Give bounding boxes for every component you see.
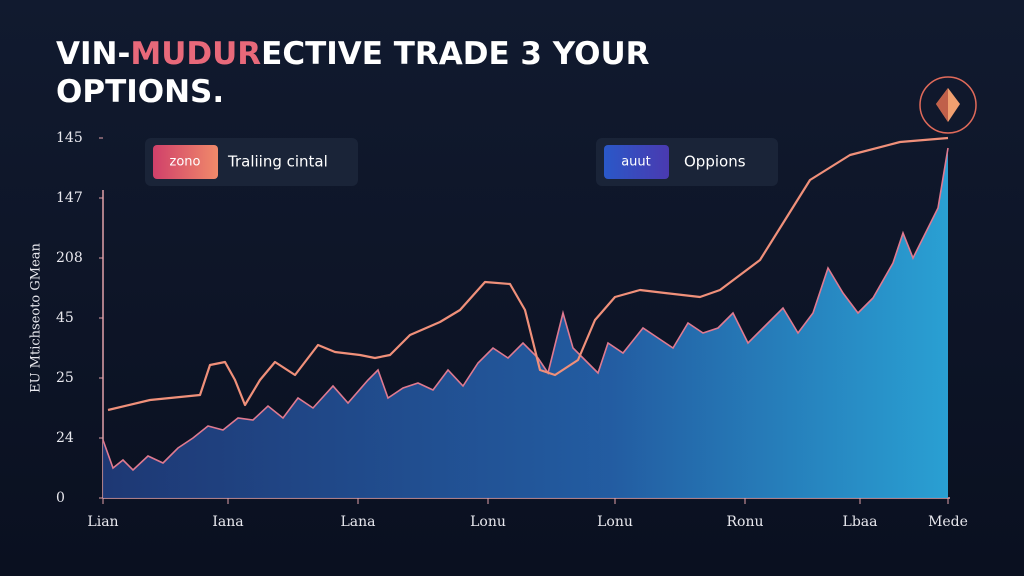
y-tick-label: 208 <box>56 250 83 266</box>
line <box>107 136 949 412</box>
legend-badge <box>604 145 669 179</box>
area-line <box>102 147 949 472</box>
title-line-2: OPTIONS. <box>56 74 224 110</box>
y-tick-label: 45 <box>56 310 74 326</box>
title-part: VIN- <box>56 36 130 72</box>
x-tick-label: Ronu <box>726 514 763 530</box>
logo-icon <box>919 76 977 134</box>
y-tick-label: 145 <box>56 130 83 146</box>
x-tick-label: Lana <box>340 514 375 530</box>
x-tick-label: Lbaa <box>843 514 878 530</box>
title-line-1: VIN-MUDURECTIVE TRADE 3 YOUR <box>56 36 650 72</box>
y-tick-label: 0 <box>56 490 65 506</box>
legend-badge-text: auut <box>621 155 651 170</box>
x-tick-label: Lian <box>87 514 118 530</box>
y-axis-label: EU Mtichseoto GMean <box>29 242 44 392</box>
legend-label: Traliing cintal <box>227 153 328 171</box>
legend-badge-text: zono <box>170 155 201 170</box>
area-fill <box>103 148 948 498</box>
legend-badge <box>153 145 218 179</box>
y-tick-label: 25 <box>56 370 74 386</box>
y-tick-label: 24 <box>56 430 74 446</box>
x-tick-label: Iana <box>212 514 243 530</box>
y-tick-label: 147 <box>56 190 83 206</box>
x-tick-label: Mede <box>928 514 968 530</box>
x-tick-label: Lonu <box>470 514 506 530</box>
title-highlight: MUDUR <box>130 36 261 72</box>
legend-label: Oppions <box>684 153 746 171</box>
title-part: ECTIVE TRADE 3 YOUR <box>261 36 650 72</box>
x-tick-label: Lonu <box>597 514 633 530</box>
